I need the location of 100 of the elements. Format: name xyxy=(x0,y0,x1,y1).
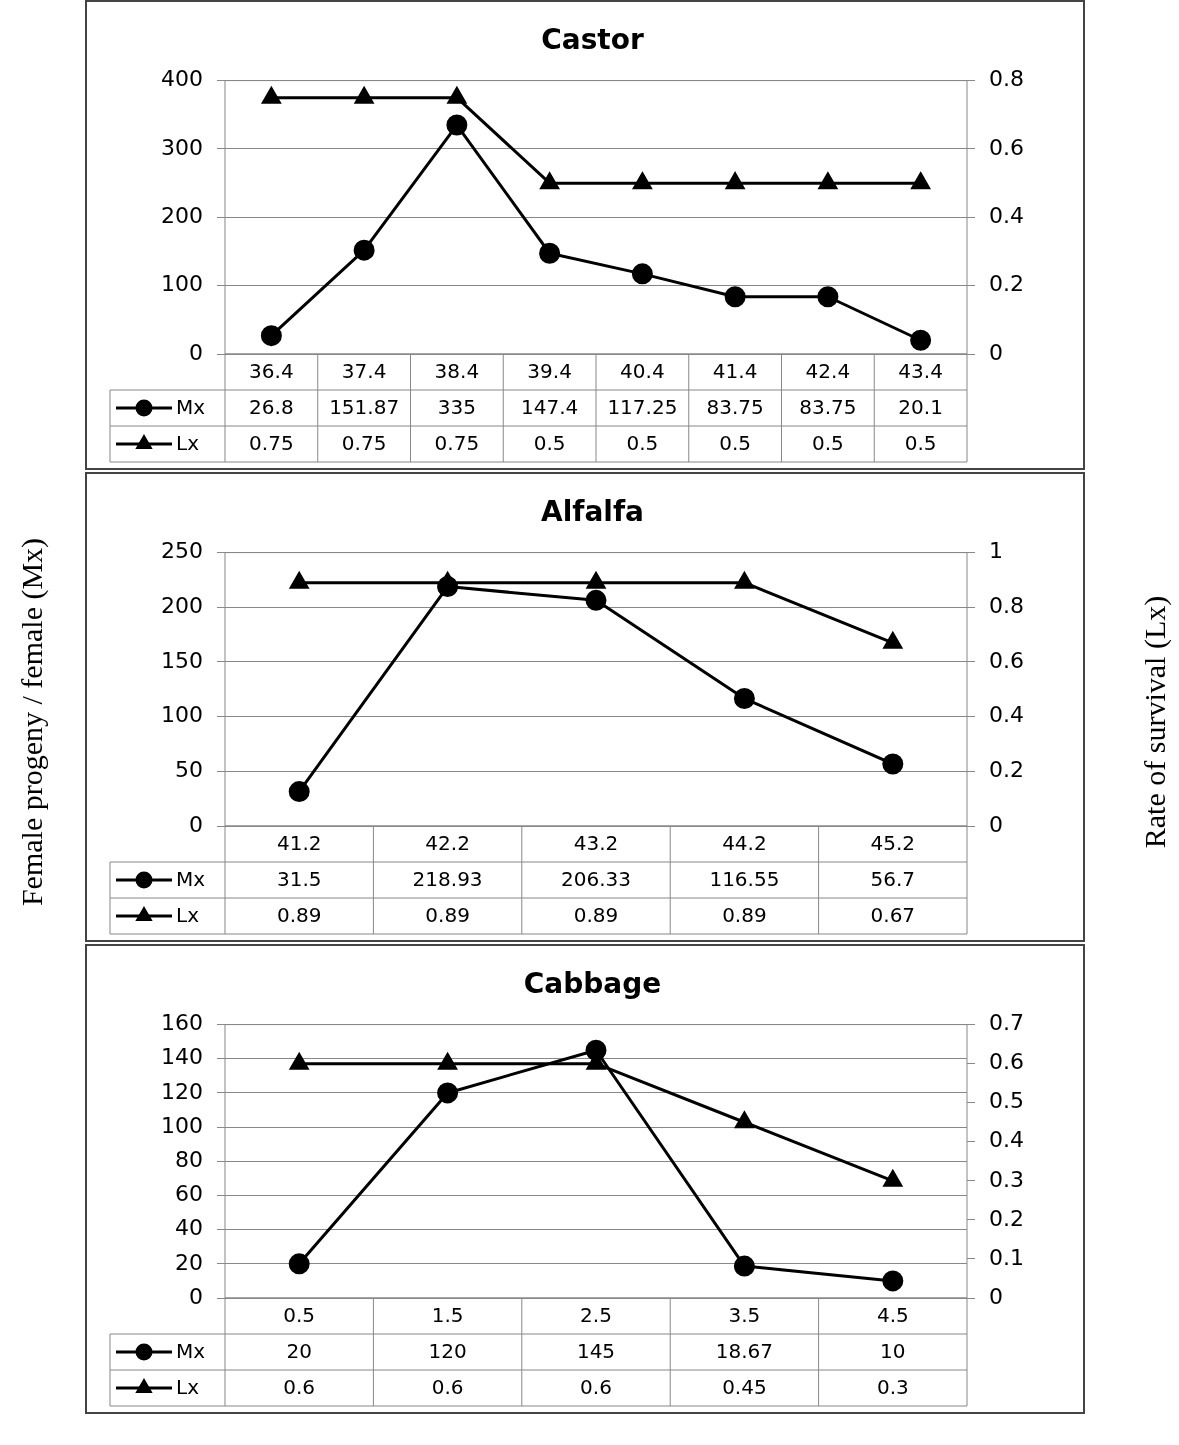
data-label: 26.8 xyxy=(249,395,294,420)
x-tick-label: 38.4 xyxy=(434,359,480,384)
y-axis-title: Female progeny / female (Mx) xyxy=(15,537,49,907)
data-label: 20.1 xyxy=(898,395,943,420)
x-tick-label: 40.4 xyxy=(620,359,665,384)
legend-label: Lx xyxy=(175,431,200,456)
y-tick-label: 200 xyxy=(160,593,203,618)
y-tick-label: 200 xyxy=(160,203,203,229)
y2-tick-label: 0 xyxy=(989,1283,1004,1309)
data-label: 206.33 xyxy=(561,867,631,892)
x-tick-label: 39.4 xyxy=(527,359,572,384)
y-tick-label: 250 xyxy=(160,538,203,564)
legend-label: Mx xyxy=(175,867,206,892)
y-tick-label: 20 xyxy=(174,1249,203,1275)
x-tick-label: 43.2 xyxy=(573,831,619,856)
data-label: 83.75 xyxy=(799,395,857,420)
data-label: 0.75 xyxy=(434,431,480,456)
data-label: 0.75 xyxy=(249,431,294,456)
data-label: 120 xyxy=(428,1339,467,1364)
x-tick-label: 4.5 xyxy=(876,1303,909,1328)
y2-axis-title: Rate of survival (Lx) xyxy=(1138,595,1172,849)
y2-tick-label: 0.4 xyxy=(989,702,1025,728)
data-label: 0.5 xyxy=(626,431,659,456)
x-tick-label: 1.5 xyxy=(431,1303,464,1328)
chart-title: Cabbage xyxy=(523,967,662,1001)
data-label: 0.3 xyxy=(876,1375,909,1400)
data-label: 0.6 xyxy=(283,1375,316,1400)
y2-tick-label: 0.8 xyxy=(989,593,1025,618)
y2-tick-label: 0 xyxy=(989,339,1004,365)
data-label: 0.6 xyxy=(580,1375,612,1400)
x-tick-label: 42.4 xyxy=(805,359,851,384)
legend-label: Mx xyxy=(175,395,206,420)
data-label: 0.6 xyxy=(431,1375,464,1400)
x-tick-label: 42.2 xyxy=(425,831,470,856)
y2-tick-label: 0.2 xyxy=(989,271,1025,297)
chart-title: Castor xyxy=(541,23,644,57)
y2-tick-label: 0.6 xyxy=(989,647,1025,673)
data-label: 18.67 xyxy=(715,1339,774,1364)
data-label: 83.75 xyxy=(706,395,764,420)
x-tick-label: 3.5 xyxy=(728,1303,761,1328)
data-label: 145 xyxy=(576,1339,616,1364)
y-tick-label: 80 xyxy=(174,1147,203,1173)
y2-tick-label: 0.8 xyxy=(989,66,1025,92)
data-label: 0.89 xyxy=(573,903,619,928)
legend-label: Mx xyxy=(175,1339,206,1364)
data-label: 0.45 xyxy=(722,1375,767,1400)
y2-tick-label: 0 xyxy=(989,811,1004,837)
x-tick-label: 36.4 xyxy=(249,359,294,384)
y2-tick-label: 0.2 xyxy=(989,757,1025,783)
legend-label: Lx xyxy=(175,903,200,928)
y2-tick-label: 0.4 xyxy=(989,1127,1025,1153)
data-label: 0.5 xyxy=(533,431,566,456)
y2-tick-label: 0.2 xyxy=(989,1205,1025,1231)
data-label: 0.89 xyxy=(722,903,767,928)
data-label: 147.4 xyxy=(520,395,579,420)
data-label: 10 xyxy=(880,1339,906,1364)
y2-tick-label: 0.7 xyxy=(989,1010,1025,1036)
x-tick-label: 44.2 xyxy=(722,831,767,856)
y-tick-label: 40 xyxy=(174,1215,203,1241)
x-tick-label: 0.5 xyxy=(283,1303,316,1328)
y-tick-label: 100 xyxy=(160,271,203,297)
y2-tick-label: 0.6 xyxy=(989,134,1025,160)
data-label: 0.75 xyxy=(341,431,387,456)
y-tick-label: 120 xyxy=(160,1078,203,1104)
y-tick-label: 150 xyxy=(160,647,203,673)
y-tick-label: 100 xyxy=(160,702,203,728)
y-tick-label: 140 xyxy=(160,1044,203,1070)
y2-tick-label: 0.6 xyxy=(989,1049,1025,1075)
y-tick-label: 60 xyxy=(174,1181,203,1207)
y-tick-label: 0 xyxy=(188,339,203,365)
x-tick-label: 45.2 xyxy=(870,831,916,856)
x-tick-label: 37.4 xyxy=(341,359,387,384)
data-label: 0.5 xyxy=(719,431,752,456)
chart-title: Alfalfa xyxy=(540,495,645,529)
y-tick-label: 0 xyxy=(188,1283,203,1309)
y-tick-label: 300 xyxy=(160,134,203,160)
y2-tick-label: 0.4 xyxy=(989,203,1025,229)
data-label: 20 xyxy=(286,1339,312,1364)
x-tick-label: 41.4 xyxy=(712,359,758,384)
y-tick-label: 0 xyxy=(188,811,203,837)
y2-tick-label: 0.3 xyxy=(989,1166,1025,1192)
data-label: 0.5 xyxy=(904,431,937,456)
data-label: 335 xyxy=(437,395,476,420)
data-label: 31.5 xyxy=(276,867,322,892)
data-label: 0.5 xyxy=(811,431,844,456)
y-tick-label: 400 xyxy=(160,66,203,92)
y2-tick-label: 0.1 xyxy=(989,1244,1025,1270)
data-label: 0.67 xyxy=(870,903,916,928)
data-label: 218.93 xyxy=(412,867,483,892)
data-label: 151.87 xyxy=(329,395,400,420)
y2-tick-label: 0.5 xyxy=(989,1088,1025,1114)
legend-label: Lx xyxy=(175,1375,200,1400)
data-label: 56.7 xyxy=(870,867,916,892)
x-tick-label: 2.5 xyxy=(580,1303,612,1328)
y2-tick-label: 1 xyxy=(989,538,1004,564)
x-tick-label: 41.2 xyxy=(276,831,322,856)
y-tick-label: 160 xyxy=(160,1010,203,1036)
y-tick-label: 100 xyxy=(160,1112,203,1138)
data-label: 116.55 xyxy=(709,867,780,892)
data-label: 0.89 xyxy=(425,903,470,928)
